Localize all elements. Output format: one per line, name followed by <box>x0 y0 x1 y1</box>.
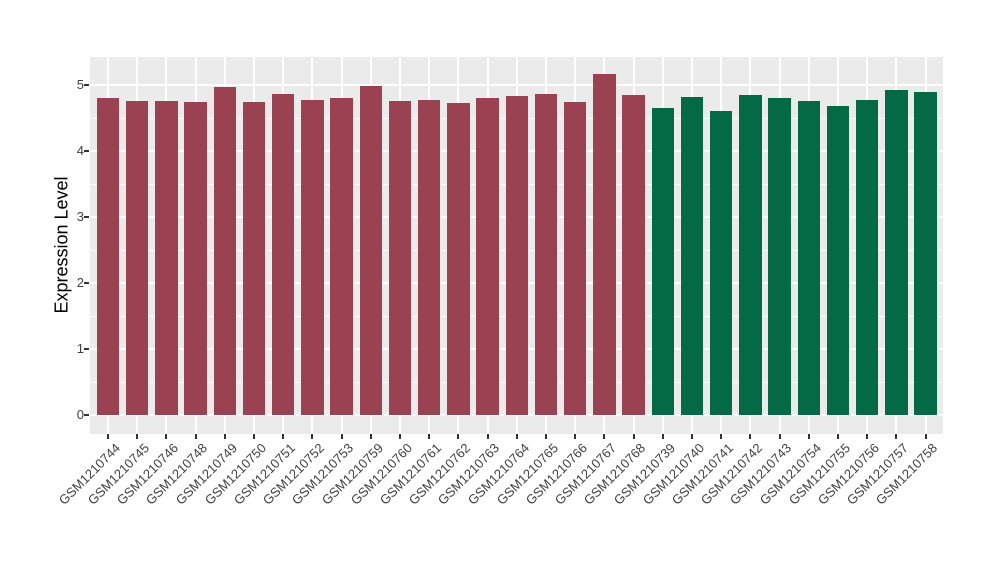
y-tick-label: 3 <box>76 209 84 224</box>
bar-GSM1210754 <box>797 100 821 415</box>
x-tick-mark <box>253 434 255 439</box>
bar-GSM1210751 <box>271 94 295 415</box>
x-tick-mark <box>428 434 431 439</box>
y-tick-mark <box>84 282 89 284</box>
bar-GSM1210740 <box>680 96 704 415</box>
x-tick-mark <box>399 434 401 439</box>
x-tick-mark <box>457 434 460 439</box>
bar-GSM1210762 <box>447 103 470 415</box>
bar-GSM1210742 <box>739 94 762 415</box>
x-tick-mark <box>691 434 693 439</box>
bar-GSM1210763 <box>476 98 499 415</box>
x-tick-mark <box>311 434 314 439</box>
x-tick-mark <box>866 434 869 439</box>
y-tick-label: 5 <box>76 77 84 92</box>
bar-GSM1210764 <box>505 95 529 415</box>
x-tick-mark <box>223 434 226 439</box>
x-tick-mark <box>486 434 489 439</box>
x-tick-mark <box>778 434 781 439</box>
y-tick-label: 4 <box>76 143 84 158</box>
bar-GSM1210743 <box>768 97 791 415</box>
x-tick-mark <box>661 434 664 439</box>
bar-GSM1210741 <box>709 110 733 415</box>
x-tick-mark <box>194 434 197 439</box>
bar-GSM1210767 <box>593 73 616 415</box>
y-tick-mark <box>84 348 89 350</box>
bar-GSM1210768 <box>622 94 645 415</box>
bar-GSM1210739 <box>651 108 675 415</box>
y-tick-label: 0 <box>76 407 84 422</box>
bar-GSM1210756 <box>855 100 879 415</box>
x-tick-mark <box>165 434 168 439</box>
x-tick-mark <box>574 434 577 439</box>
x-tick-mark <box>545 434 547 439</box>
bar-GSM1210759 <box>359 85 383 415</box>
y-tick-mark <box>84 216 89 218</box>
x-tick-mark <box>720 434 723 439</box>
x-tick-mark <box>515 434 518 439</box>
bar-GSM1210750 <box>242 102 266 415</box>
bar-GSM1210745 <box>125 100 149 415</box>
bar-GSM1210755 <box>826 106 850 415</box>
x-tick-mark <box>749 434 752 439</box>
x-tick-mark <box>837 434 839 439</box>
x-tick-mark <box>807 434 810 439</box>
bar-GSM1210761 <box>417 99 441 415</box>
y-tick-mark <box>84 150 89 152</box>
x-tick-mark <box>282 434 285 439</box>
bar-GSM1210765 <box>534 94 558 415</box>
x-tick-mark <box>369 434 372 439</box>
bar-GSM1210749 <box>213 86 237 415</box>
x-tick-mark <box>895 434 898 439</box>
x-tick-mark <box>632 434 635 439</box>
bar-GSM1210760 <box>388 100 412 415</box>
plot-panel <box>90 57 943 434</box>
bar-GSM1210746 <box>155 100 178 415</box>
y-tick-mark <box>84 84 89 86</box>
y-tick-label: 2 <box>76 275 84 290</box>
bar-GSM1210753 <box>330 98 353 415</box>
y-tick-mark <box>84 414 89 416</box>
bar-GSM1210758 <box>914 92 937 415</box>
x-tick-mark <box>924 434 927 439</box>
bar-GSM1210757 <box>885 89 908 415</box>
bar-GSM1210748 <box>184 102 207 415</box>
y-tick-label: 1 <box>76 341 84 356</box>
bar-GSM1210752 <box>301 100 324 415</box>
y-axis-title: Expression Level <box>51 176 72 314</box>
x-tick-mark <box>603 434 606 439</box>
x-tick-mark <box>340 434 343 439</box>
bar-GSM1210766 <box>563 101 587 415</box>
x-tick-mark <box>107 434 109 439</box>
x-tick-mark <box>136 434 139 439</box>
bar-GSM1210744 <box>96 97 120 415</box>
